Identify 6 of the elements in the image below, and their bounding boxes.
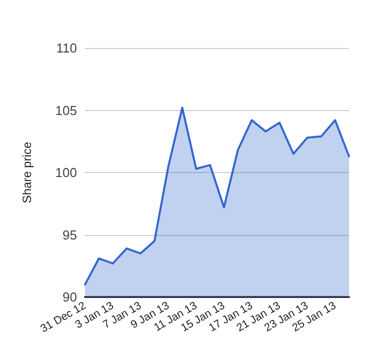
- y-tick-label: 90: [62, 290, 77, 304]
- y-axis-title: Share price: [20, 141, 34, 204]
- y-tick-label: 105: [55, 102, 77, 118]
- y-tick-label: 95: [62, 227, 77, 242]
- y-tick-label: 100: [55, 165, 77, 180]
- y-tick-label: 110: [56, 40, 77, 56]
